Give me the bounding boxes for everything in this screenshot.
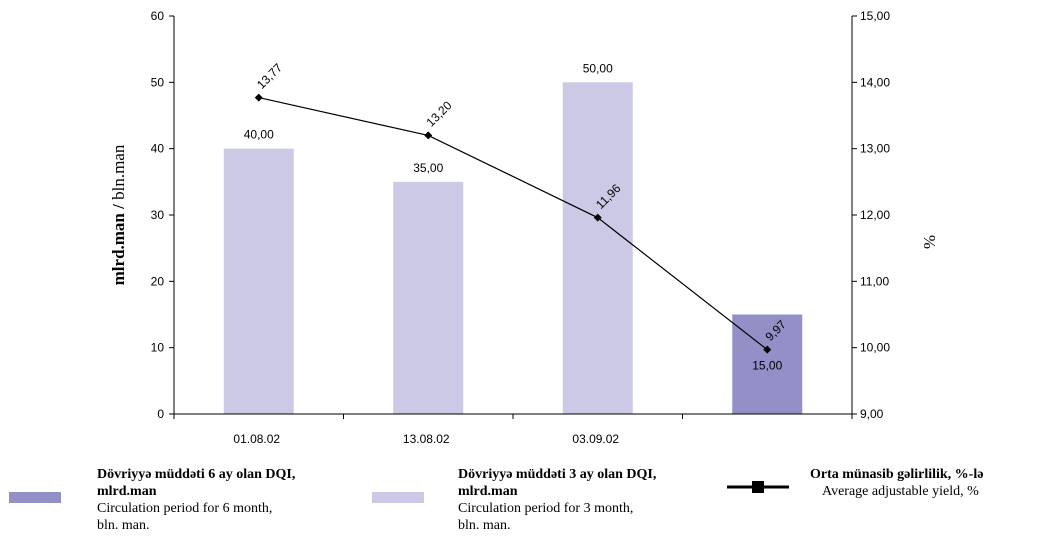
left-tick-label: 0	[157, 407, 164, 421]
legend-item-yield: Orta münasib gəlirlilik, %-lə Average ad…	[720, 460, 1042, 549]
left-tick-label: 30	[151, 208, 165, 222]
yield-value-label: 13,77	[254, 60, 285, 91]
yield-value-label: 13,20	[423, 98, 454, 129]
x-ticks: 01.08.02 13.08.02 03.09.02	[173, 414, 853, 446]
legend-item-6-month: Dövriyyə müddəti 6 ay olan DQI, mlrd.man…	[0, 460, 360, 549]
yield-point	[424, 131, 433, 140]
right-tick-label: 12,00	[860, 208, 890, 222]
legend-swatch-3-month	[372, 492, 424, 503]
chart: 0 10 20 30 40 50 60 9,00 10,00 11,00 12,00 13,00 14…	[109, 9, 939, 446]
legend-label-en-yield: Average adjustable yield, %	[822, 484, 979, 499]
left-tick-label: 50	[151, 75, 165, 89]
bar-value-label: 15,00	[752, 359, 782, 373]
legend-label-en-6-month: Circulation period for 6 month, bln. man…	[97, 501, 273, 533]
yield-line	[258, 97, 768, 351]
x-tick-label: 03.09.02	[572, 432, 619, 446]
bar	[223, 148, 294, 414]
right-tick-label: 14,00	[860, 75, 890, 89]
right-axis-title: %	[920, 235, 939, 249]
legend-label-az-3-month: Dövriyyə müddəti 3 ay olan DQI, mlrd.man	[458, 467, 657, 499]
line-series	[254, 93, 772, 354]
x-tick-label: 13.08.02	[403, 432, 450, 446]
yield-point	[593, 213, 602, 222]
legend-label-az-yield: Orta münasib gəlirlilik, %-lə	[810, 467, 984, 482]
left-ticks: 0 10 20 30 40 50 60	[151, 9, 174, 421]
legend-item-3-month: Dövriyyə müddəti 3 ay olan DQI, mlrd.man…	[360, 460, 720, 549]
right-ticks: 9,00 10,00 11,00 12,00 13,00 14,00 15,00	[852, 9, 890, 421]
right-tick-label: 9,00	[860, 407, 884, 421]
left-tick-label: 10	[151, 341, 165, 355]
left-tick-label: 20	[151, 274, 165, 288]
legend-label-az-6-month: Dövriyyə müddəti 6 ay olan DQI, mlrd.man	[97, 467, 296, 499]
legend-label-en-3-month: Circulation period for 3 month, bln. man…	[458, 501, 634, 533]
bar-value-label: 50,00	[583, 61, 613, 75]
right-tick-label: 15,00	[860, 9, 890, 23]
legend-swatch-yield	[727, 481, 789, 493]
right-tick-label: 10,00	[860, 341, 890, 355]
right-tick-label: 13,00	[860, 142, 890, 156]
x-tick-label: 01.08.02	[233, 432, 280, 446]
bar	[562, 82, 633, 414]
bar-value-label: 35,00	[413, 161, 443, 175]
bar-value-label: 40,00	[244, 128, 274, 142]
left-tick-label: 40	[151, 142, 165, 156]
bar	[393, 181, 464, 414]
legend-swatch-6-month	[9, 492, 61, 503]
left-axis-title: mlrd.man / bln.man	[109, 144, 128, 285]
left-tick-label: 60	[151, 9, 165, 23]
right-tick-label: 11,00	[860, 274, 889, 288]
yield-point	[763, 345, 772, 354]
bar-group	[223, 82, 803, 414]
yield-point	[254, 93, 263, 102]
